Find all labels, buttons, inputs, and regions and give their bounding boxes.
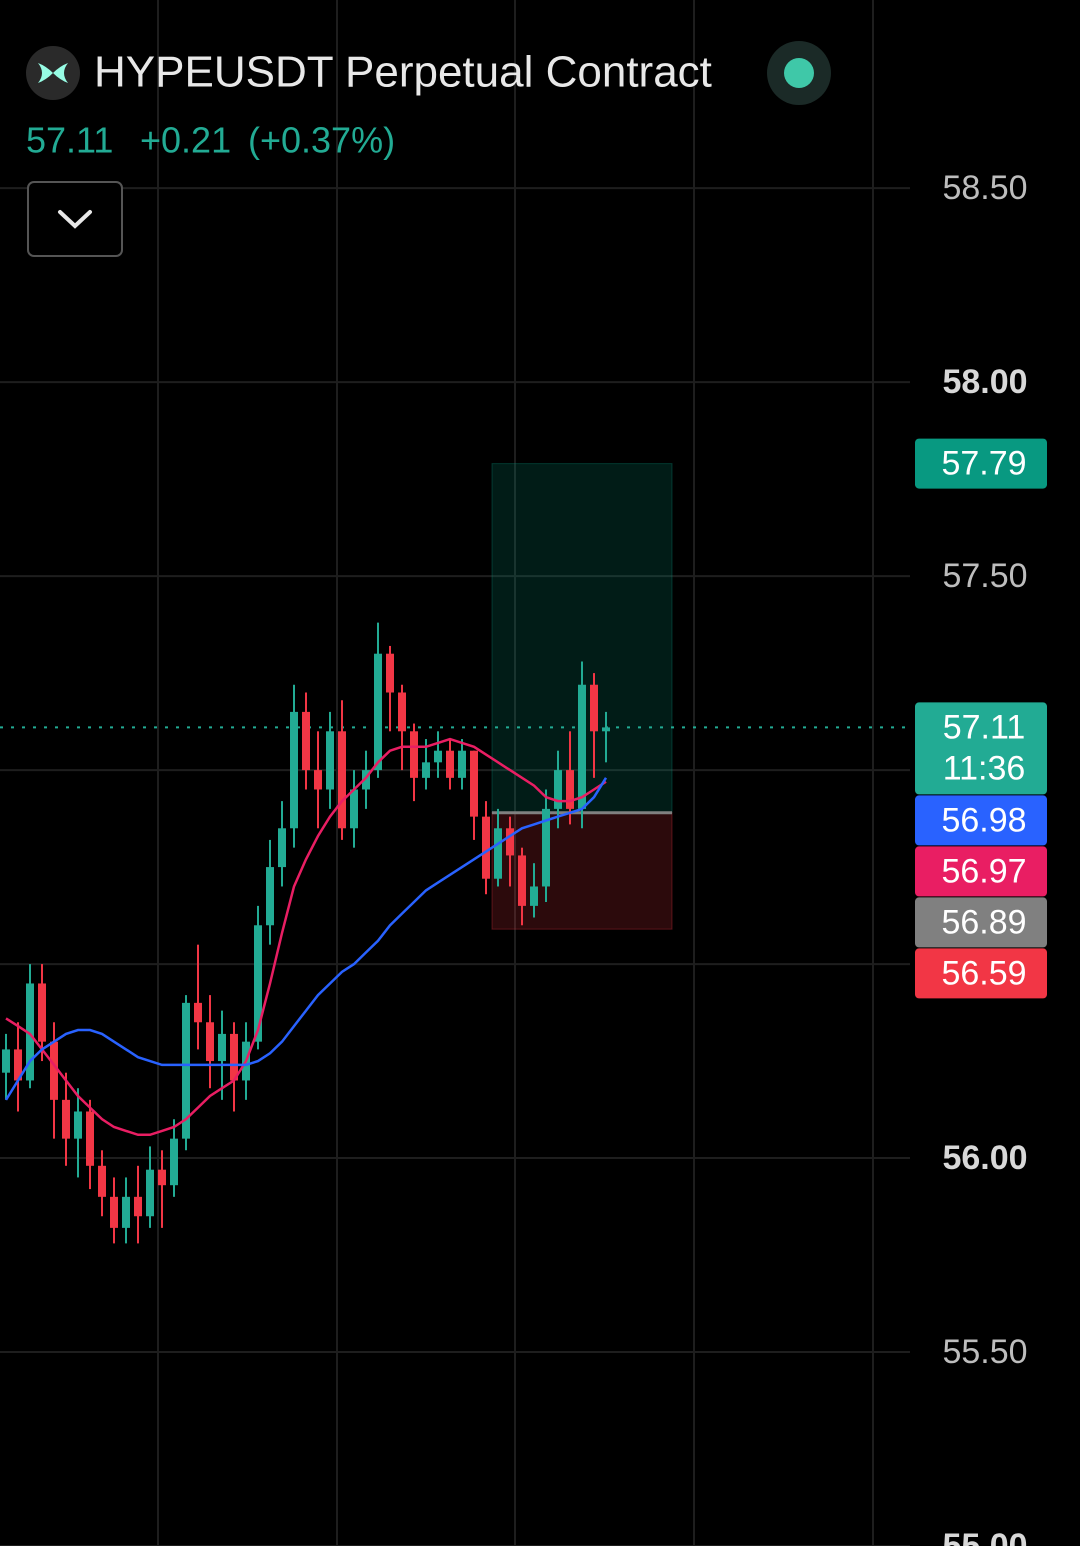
candle-body (446, 750, 454, 778)
candle-body (194, 1002, 202, 1023)
candle-body (434, 750, 442, 763)
candle-body (146, 1169, 154, 1217)
price-label: 56.97 (941, 852, 1026, 890)
y-tick-label: 56.00 (942, 1139, 1027, 1177)
candle-body (326, 731, 334, 790)
candle-body (98, 1165, 106, 1197)
candle-body (62, 1099, 70, 1139)
price-change-pct: (+0.37%) (248, 120, 395, 161)
candle-body (74, 1111, 82, 1139)
candle-body (518, 855, 526, 906)
candle-body (278, 828, 286, 868)
symbol-logo (38, 63, 68, 83)
candle-body (38, 983, 46, 1042)
price-label: 57.79 (941, 445, 1026, 483)
candle-body (566, 770, 574, 809)
candle-body (122, 1196, 130, 1228)
candle-body (602, 727, 610, 732)
candle-body (170, 1138, 178, 1186)
candle-body (134, 1196, 142, 1217)
price-label: 56.89 (941, 903, 1026, 941)
candle-body (542, 808, 550, 887)
price-labels: 55.0055.5056.0056.5057.0057.5058.0058.50… (915, 169, 1047, 1546)
candle-body (254, 925, 262, 1042)
candle-body (386, 653, 394, 693)
header: HYPEUSDT Perpetual Contract 57.11 +0.21 … (26, 41, 831, 257)
candle-body (338, 731, 346, 829)
candle-body (182, 1002, 190, 1139)
candle-body (302, 711, 310, 771)
candle-body (350, 789, 358, 829)
symbol-title: HYPEUSDT Perpetual Contract (94, 48, 712, 97)
candle-body (206, 1022, 214, 1062)
candle-body (110, 1196, 118, 1228)
y-tick-label: 57.50 (942, 557, 1027, 595)
candle-body (398, 692, 406, 732)
price-label-box (915, 702, 1047, 795)
countdown-label: 11:36 (943, 749, 1026, 787)
plot (0, 187, 910, 1546)
candle-body (422, 762, 430, 778)
candle-body (374, 653, 382, 771)
candle-body (50, 1041, 58, 1100)
y-tick-label: 58.00 (942, 363, 1027, 401)
candle-body (458, 750, 466, 778)
candle-body (290, 711, 298, 829)
moving-average (4, 777, 608, 1101)
candle-body (506, 828, 514, 856)
price-label: 56.98 (941, 801, 1026, 839)
candle-body (482, 816, 490, 879)
last-price: 57.11 (26, 120, 113, 161)
candle-body (470, 750, 478, 817)
price-label-box (915, 897, 1047, 948)
candle-body (158, 1169, 166, 1186)
price-change: +0.21 (140, 120, 231, 161)
candle-body (590, 684, 598, 732)
moving-average (5, 737, 607, 1137)
candle-body (578, 684, 586, 809)
candle-body (230, 1033, 238, 1081)
candle-body (2, 1049, 10, 1073)
candle-body (26, 983, 34, 1081)
candle-body (86, 1111, 94, 1166)
price-label-box (915, 438, 1047, 489)
status-dot (784, 58, 814, 88)
price-label: 56.59 (941, 954, 1026, 992)
candle-body (266, 867, 274, 926)
candle-body (554, 770, 562, 809)
y-tick-label: 55.00 (942, 1527, 1027, 1546)
y-tick-label: 58.50 (942, 169, 1027, 207)
y-tick-label: 55.50 (942, 1333, 1027, 1371)
candle-body (14, 1049, 22, 1081)
candle-body (410, 731, 418, 778)
candle-body (494, 828, 502, 879)
price-label-box (915, 948, 1047, 999)
candle-body (314, 770, 322, 790)
price-label-box (915, 795, 1047, 846)
price-label-box (915, 846, 1047, 897)
candle-body (218, 1033, 226, 1062)
chevron-icon (58, 210, 92, 229)
candle-body (362, 770, 370, 790)
candle-body (530, 886, 538, 906)
price-label: 57.11 (943, 708, 1026, 746)
collapse-button[interactable] (27, 181, 123, 257)
